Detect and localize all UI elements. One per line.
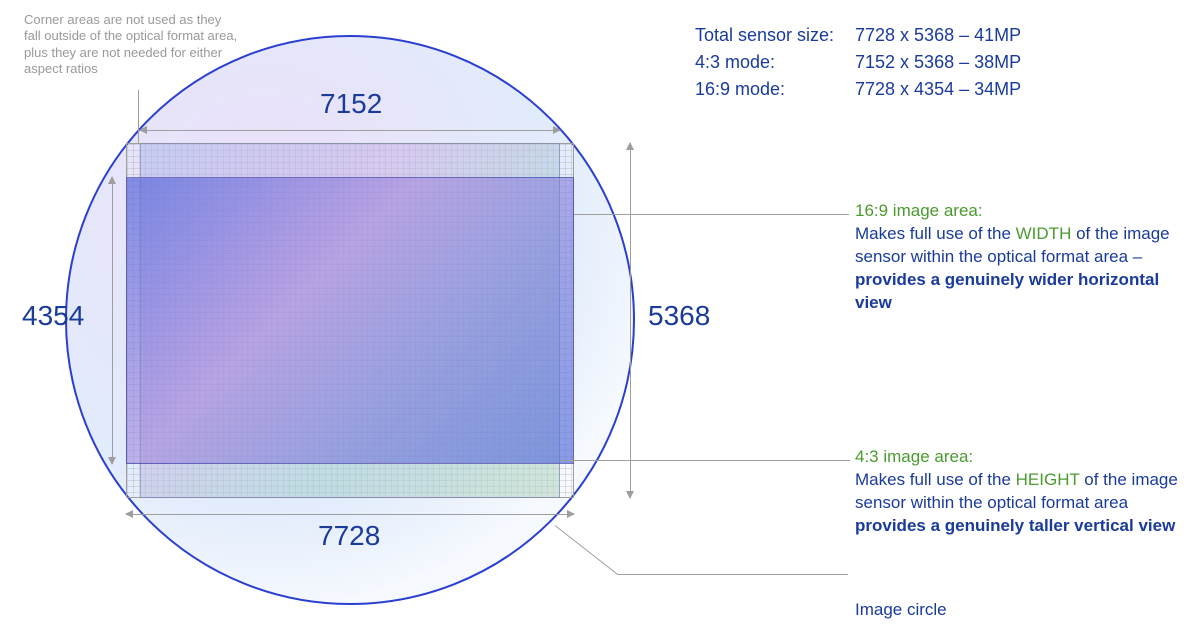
spec-label: Total sensor size: [695,22,855,49]
spec-table: Total sensor size: 7728 x 5368 – 41MP 4:… [695,22,1021,103]
spec-value: 7152 x 5368 – 38MP [855,49,1021,76]
leader-43 [560,460,850,461]
block-43-title: 4:3 image area: [855,447,973,466]
block-4-3: 4:3 image area: Makes full use of the HE… [855,446,1185,538]
dim-label-7152: 7152 [320,88,382,120]
spec-value: 7728 x 4354 – 34MP [855,76,1021,103]
dim-label-7728: 7728 [318,520,380,552]
corner-note: Corner areas are not used as they fall o… [24,12,239,77]
leader-circle-diag [555,525,619,575]
leader-circle-horiz [618,574,848,575]
block-43-emph: HEIGHT [1016,470,1080,489]
corner-note-leader [138,90,139,143]
spec-value: 7728 x 5368 – 41MP [855,22,1021,49]
spec-row-169: 16:9 mode: 7728 x 4354 – 34MP [695,76,1021,103]
dim-line-top [140,130,560,131]
block-16-9: 16:9 image area: Makes full use of the W… [855,200,1185,315]
block-169-pre: Makes full use of the [855,224,1016,243]
block-169-title: 16:9 image area: [855,201,983,220]
image-circle-label: Image circle [855,600,947,620]
block-169-emph: WIDTH [1016,224,1072,243]
leader-169 [574,214,849,215]
block-43-bold: provides a genuinely taller vertical vie… [855,516,1175,535]
dim-label-5368: 5368 [648,300,710,332]
spec-row-total: Total sensor size: 7728 x 5368 – 41MP [695,22,1021,49]
dim-line-left [112,177,113,464]
dim-line-right [630,143,631,498]
area-16-9 [126,177,574,464]
spec-label: 16:9 mode: [695,76,855,103]
spec-label: 4:3 mode: [695,49,855,76]
spec-row-43: 4:3 mode: 7152 x 5368 – 38MP [695,49,1021,76]
block-169-bold: provides a genuinely wider horizontal vi… [855,270,1159,312]
block-43-pre: Makes full use of the [855,470,1016,489]
diagram-stage: 7152 7728 4354 5368 Corner areas are not… [0,0,1200,634]
dim-label-4354: 4354 [22,300,84,332]
dim-line-bottom [126,514,574,515]
